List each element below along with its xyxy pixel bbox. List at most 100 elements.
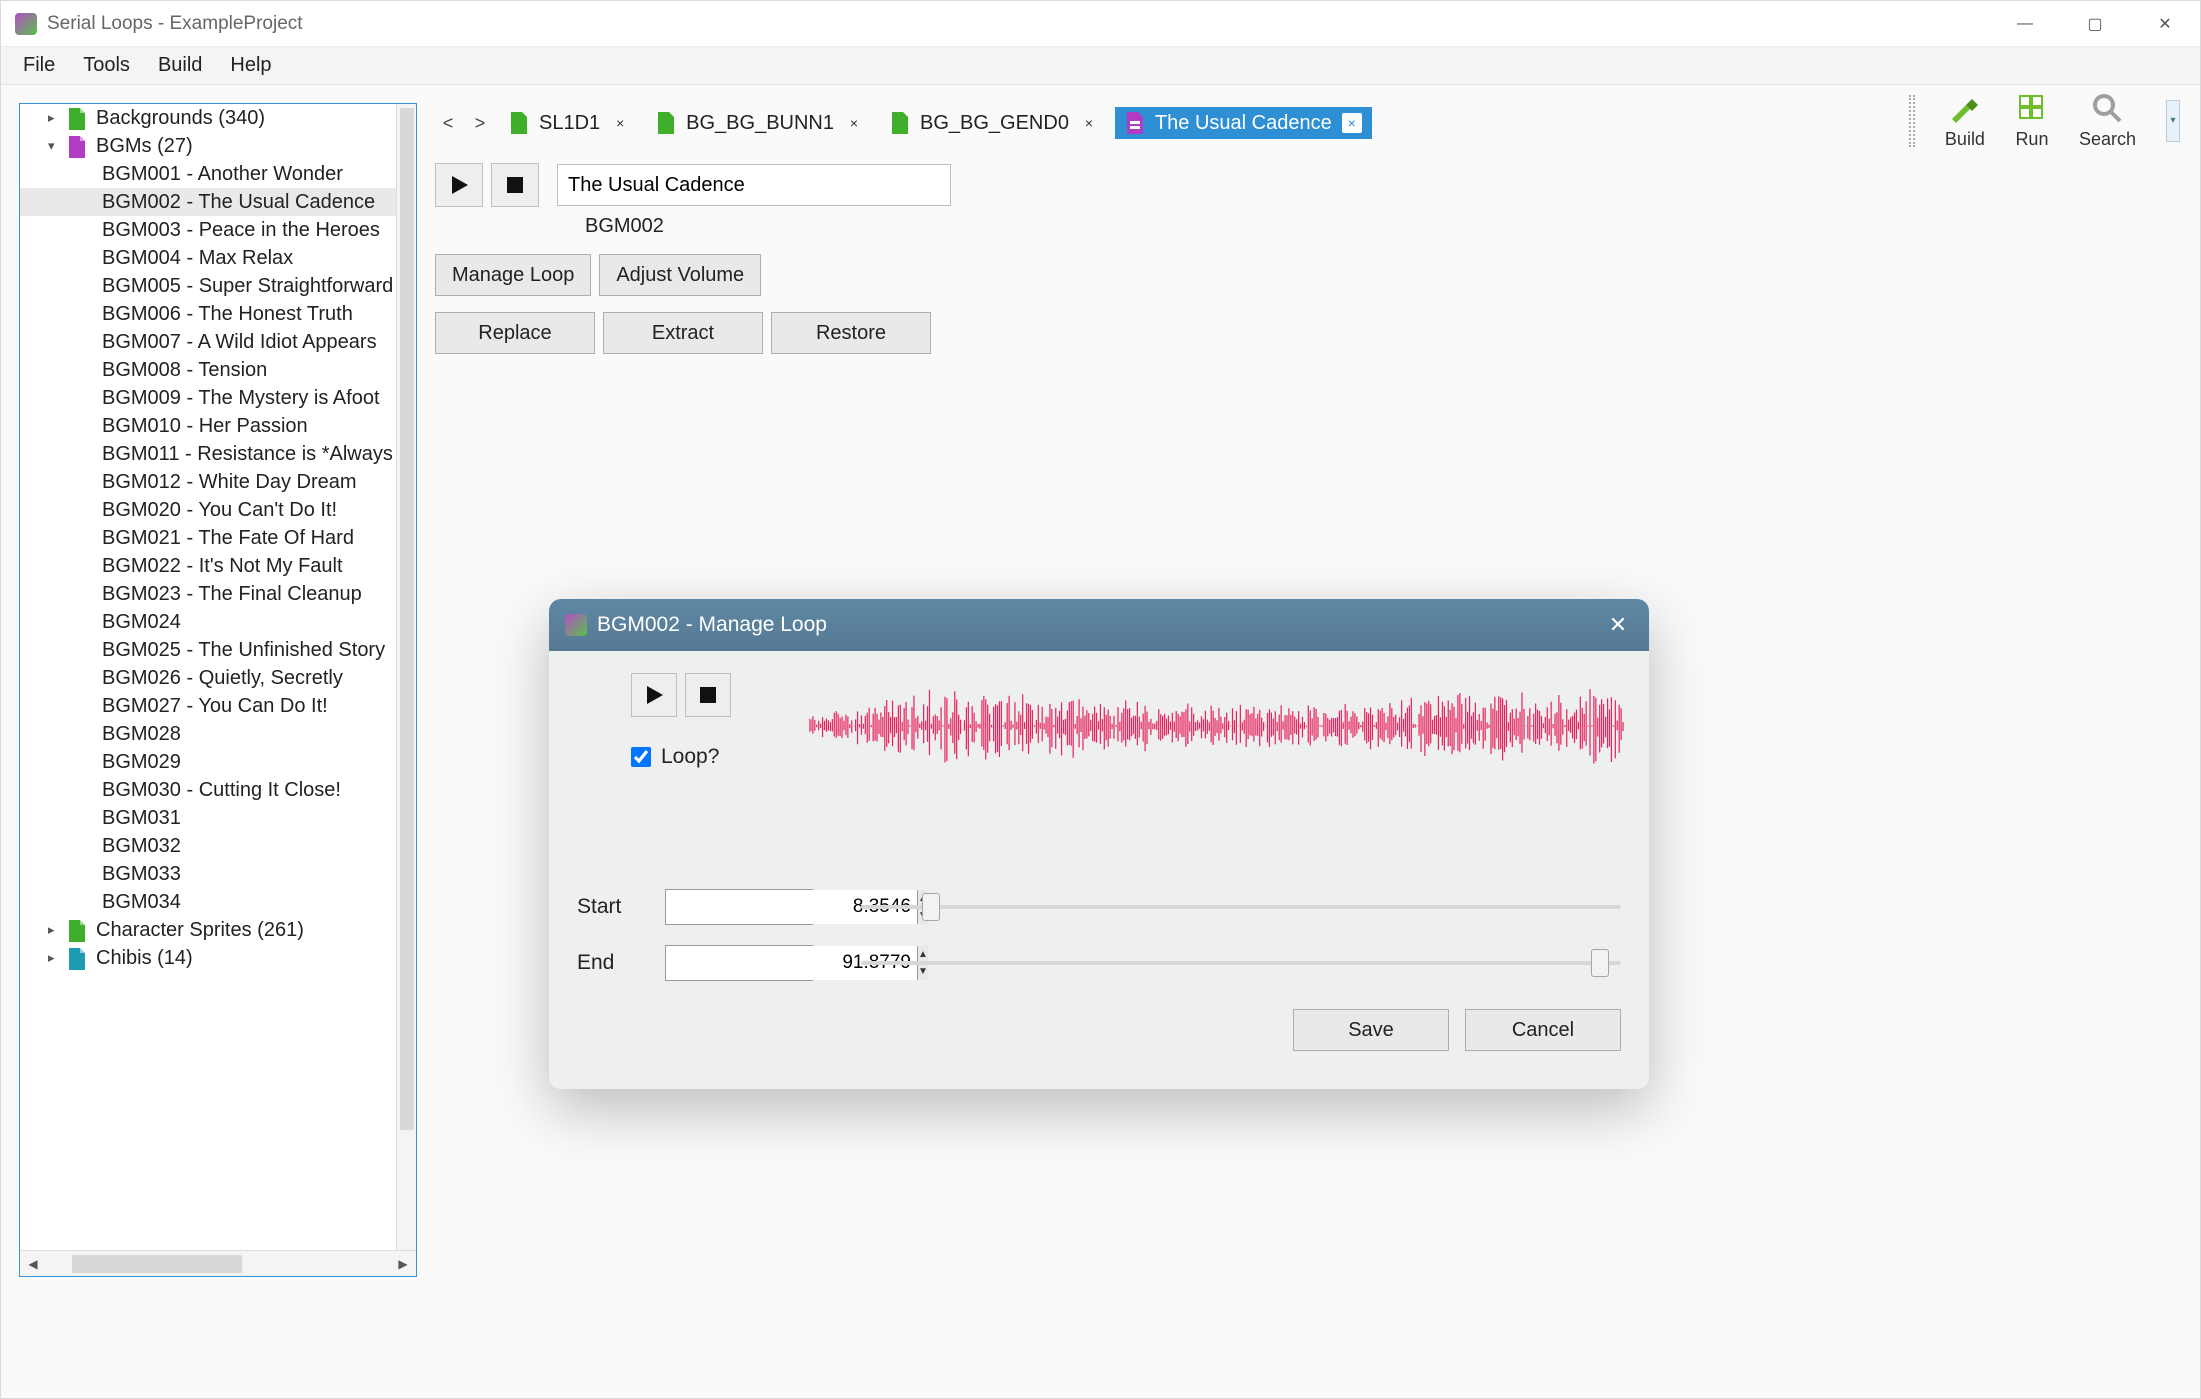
loop-label: Loop? — [661, 745, 719, 769]
minimize-button[interactable]: — — [1990, 1, 2060, 47]
tree-item[interactable]: BGM022 - It's Not My Fault — [20, 552, 416, 580]
tab-nav-prev[interactable]: < — [435, 110, 461, 136]
tree-item[interactable]: BGM024 — [20, 608, 416, 636]
tree-item-label: BGM030 - Cutting It Close! — [102, 779, 341, 802]
tree-item[interactable]: BGM011 - Resistance is *Always — [20, 440, 416, 468]
tree-item[interactable]: BGM023 - The Final Cleanup — [20, 580, 416, 608]
tree-item-label: BGM027 - You Can Do It! — [102, 695, 328, 718]
tree-item[interactable]: BGM021 - The Fate Of Hard — [20, 524, 416, 552]
tree-item[interactable]: BGM008 - Tension — [20, 356, 416, 384]
tree-item[interactable]: BGM002 - The Usual Cadence — [20, 188, 416, 216]
tree-item[interactable]: BGM004 - Max Relax — [20, 244, 416, 272]
tree-folder[interactable]: ▾BGMs (27) — [20, 132, 416, 160]
tree-item[interactable]: BGM012 - White Day Dream — [20, 468, 416, 496]
tree-item[interactable]: BGM003 - Peace in the Heroes — [20, 216, 416, 244]
tree-item-label: BGM002 - The Usual Cadence — [102, 191, 375, 214]
tab-close-button[interactable]: × — [1079, 113, 1099, 133]
document-icon — [656, 111, 676, 135]
document-tab[interactable]: SL1D1× — [499, 107, 640, 139]
tree-item[interactable]: BGM033 — [20, 860, 416, 888]
app-icon — [15, 13, 37, 35]
document-tab[interactable]: The Usual Cadence × — [1115, 107, 1372, 139]
tree-item[interactable]: BGM026 - Quietly, Secretly — [20, 664, 416, 692]
loop-checkbox[interactable] — [631, 747, 651, 767]
tree-folder[interactable]: ▸Character Sprites (261) — [20, 916, 416, 944]
tree-item-label: BGM001 - Another Wonder — [102, 163, 343, 186]
menu-help[interactable]: Help — [216, 48, 285, 83]
tree-vertical-scrollbar[interactable] — [396, 104, 416, 1250]
tab-close-button[interactable]: × — [844, 113, 864, 133]
tree-item[interactable]: BGM020 - You Can't Do It! — [20, 496, 416, 524]
end-slider[interactable] — [861, 949, 1621, 977]
scroll-left-button[interactable]: ◀ — [20, 1251, 46, 1277]
start-slider[interactable] — [861, 893, 1621, 921]
tree-item[interactable]: BGM027 - You Can Do It! — [20, 692, 416, 720]
tree-horizontal-scrollbar[interactable]: ◀ ▶ — [20, 1250, 416, 1276]
end-slider-thumb[interactable] — [1591, 949, 1609, 977]
waveform-display — [809, 681, 1625, 771]
window-titlebar: Serial Loops - ExampleProject — ▢ ✕ — [1, 1, 2200, 47]
tree-item[interactable]: BGM028 — [20, 720, 416, 748]
document-tabs: < > SL1D1×BG_BG_BUNN1×BG_BG_GEND0×The Us… — [435, 103, 2182, 155]
document-icon — [890, 111, 910, 135]
document-icon — [509, 111, 529, 135]
manage-loop-button[interactable]: Manage Loop — [435, 254, 591, 296]
stop-icon — [505, 175, 525, 195]
tree-item[interactable]: BGM009 - The Mystery is Afoot — [20, 384, 416, 412]
tree-item[interactable]: BGM005 - Super Straightforward — [20, 272, 416, 300]
dialog-close-button[interactable]: ✕ — [1603, 612, 1633, 638]
tree-folder-label: Backgrounds (340) — [96, 107, 265, 130]
restore-button[interactable]: Restore — [771, 312, 931, 354]
tree-item[interactable]: BGM001 - Another Wonder — [20, 160, 416, 188]
tree-item[interactable]: BGM010 - Her Passion — [20, 412, 416, 440]
menu-file[interactable]: File — [9, 48, 69, 83]
document-tab-label: BG_BG_GEND0 — [920, 112, 1069, 135]
tree-item-label: BGM028 — [102, 723, 181, 746]
tree-item-label: BGM011 - Resistance is *Always — [102, 443, 393, 466]
tree-item[interactable]: BGM029 — [20, 748, 416, 776]
play-button[interactable] — [435, 163, 483, 207]
tree-item-label: BGM025 - The Unfinished Story — [102, 639, 385, 662]
tree-item[interactable]: BGM034 — [20, 888, 416, 916]
tree-folder[interactable]: ▸Backgrounds (340) — [20, 104, 416, 132]
extract-button[interactable]: Extract — [603, 312, 763, 354]
tree-item[interactable]: BGM032 — [20, 832, 416, 860]
tree-item[interactable]: BGM006 - The Honest Truth — [20, 300, 416, 328]
document-tab[interactable]: BG_BG_BUNN1× — [646, 107, 874, 139]
document-tab[interactable]: BG_BG_GEND0 × — [880, 107, 1109, 139]
tree-item-label: BGM005 - Super Straightforward — [102, 275, 393, 298]
tree-item[interactable]: BGM030 - Cutting It Close! — [20, 776, 416, 804]
dialog-titlebar[interactable]: BGM002 - Manage Loop ✕ — [549, 599, 1649, 651]
adjust-volume-button[interactable]: Adjust Volume — [599, 254, 761, 296]
replace-button[interactable]: Replace — [435, 312, 595, 354]
bgm-name-input[interactable] — [557, 164, 951, 206]
play-icon — [448, 174, 470, 196]
start-slider-thumb[interactable] — [922, 893, 940, 921]
tab-close-button[interactable]: × — [610, 113, 630, 133]
tree-item-label: BGM006 - The Honest Truth — [102, 303, 353, 326]
dialog-stop-button[interactable] — [685, 673, 731, 717]
tree-item-label: BGM032 — [102, 835, 181, 858]
tree-folder[interactable]: ▸Chibis (14) — [20, 944, 416, 972]
document-icon — [1125, 111, 1145, 135]
scroll-thumb[interactable] — [72, 1255, 242, 1273]
tab-nav-next[interactable]: > — [467, 110, 493, 136]
tree-item-label: BGM031 — [102, 807, 181, 830]
project-tree: ▸Backgrounds (340)▾BGMs (27) BGM001 - Ano… — [19, 103, 417, 1277]
tree-item[interactable]: BGM007 - A Wild Idiot Appears — [20, 328, 416, 356]
close-button[interactable]: ✕ — [2130, 1, 2200, 47]
tree-item[interactable]: BGM025 - The Unfinished Story — [20, 636, 416, 664]
start-label: Start — [577, 895, 647, 919]
menu-tools[interactable]: Tools — [69, 48, 144, 83]
tree-item-label: BGM004 - Max Relax — [102, 247, 293, 270]
dialog-play-button[interactable] — [631, 673, 677, 717]
maximize-button[interactable]: ▢ — [2060, 1, 2130, 47]
save-button[interactable]: Save — [1293, 1009, 1449, 1051]
stop-button[interactable] — [491, 163, 539, 207]
menu-build[interactable]: Build — [144, 48, 216, 83]
document-tab-label: The Usual Cadence — [1155, 112, 1332, 135]
scroll-right-button[interactable]: ▶ — [390, 1251, 416, 1277]
tree-item[interactable]: BGM031 — [20, 804, 416, 832]
tab-close-button[interactable]: × — [1342, 113, 1362, 133]
cancel-button[interactable]: Cancel — [1465, 1009, 1621, 1051]
